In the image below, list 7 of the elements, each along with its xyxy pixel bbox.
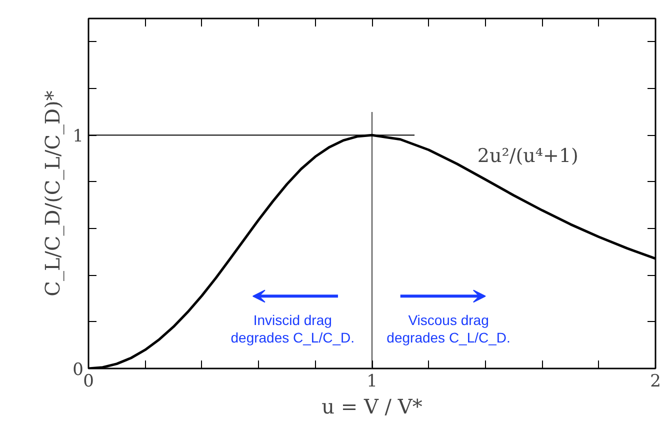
annotation: 2u²/(u⁴+1)	[477, 145, 578, 168]
x-tick-label: 2	[650, 372, 661, 392]
annotation: Viscous drag degrades C_L/C_D.	[386, 312, 510, 346]
annotation: Inviscid drag degrades C_L/C_D.	[230, 312, 354, 346]
x-tick-label: 1	[366, 372, 378, 392]
x-axis-title: u = V / V*	[322, 394, 422, 418]
y-axis-title: C_L/C_D/(C_L/C_D)*	[40, 90, 65, 296]
